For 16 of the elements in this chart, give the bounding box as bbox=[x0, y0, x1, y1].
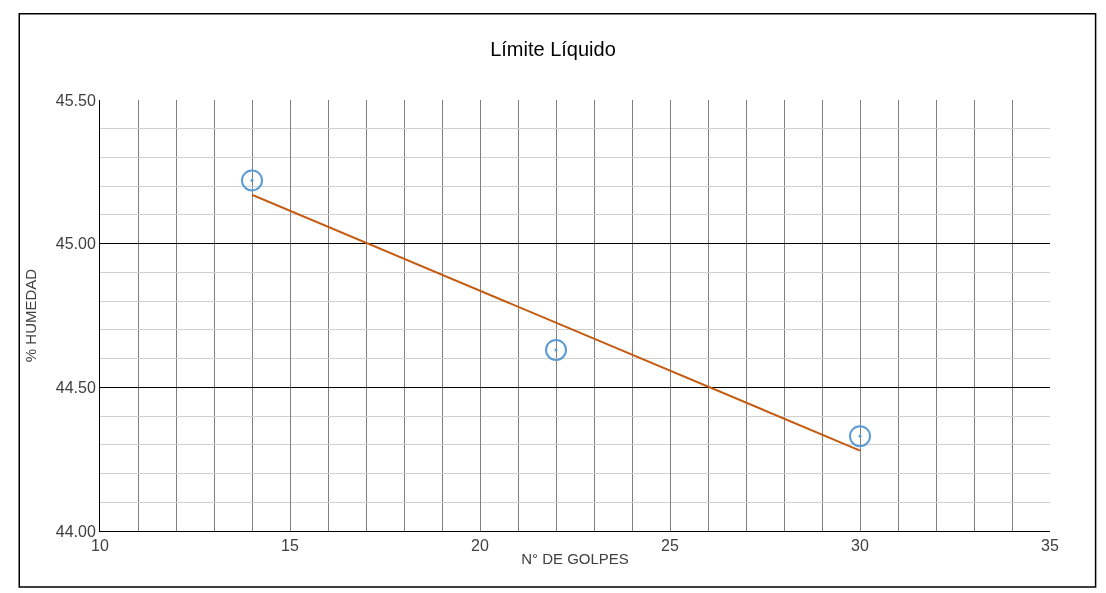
x-tick-label: 15 bbox=[281, 537, 299, 555]
y-tick-label: 45.00 bbox=[55, 235, 96, 253]
x-tick-label: 20 bbox=[471, 537, 489, 555]
x-tick-label: 30 bbox=[851, 537, 869, 555]
point bbox=[241, 169, 263, 192]
x-tick-label: 25 bbox=[661, 537, 679, 555]
y-tick-label: 45.50 bbox=[55, 91, 96, 109]
y-axis-title: % HUMEDAD bbox=[22, 268, 39, 363]
y-tick-label: 44.50 bbox=[55, 378, 96, 396]
y-tick-label: 44.00 bbox=[55, 522, 96, 540]
x-axis-title: N° DE GOLPES bbox=[521, 550, 629, 568]
x-tick-label: 35 bbox=[1041, 537, 1059, 555]
point bbox=[545, 338, 567, 361]
chart-title: Límite Líquido bbox=[490, 37, 616, 60]
x-tick-label: 10 bbox=[91, 537, 109, 555]
point bbox=[849, 425, 871, 448]
